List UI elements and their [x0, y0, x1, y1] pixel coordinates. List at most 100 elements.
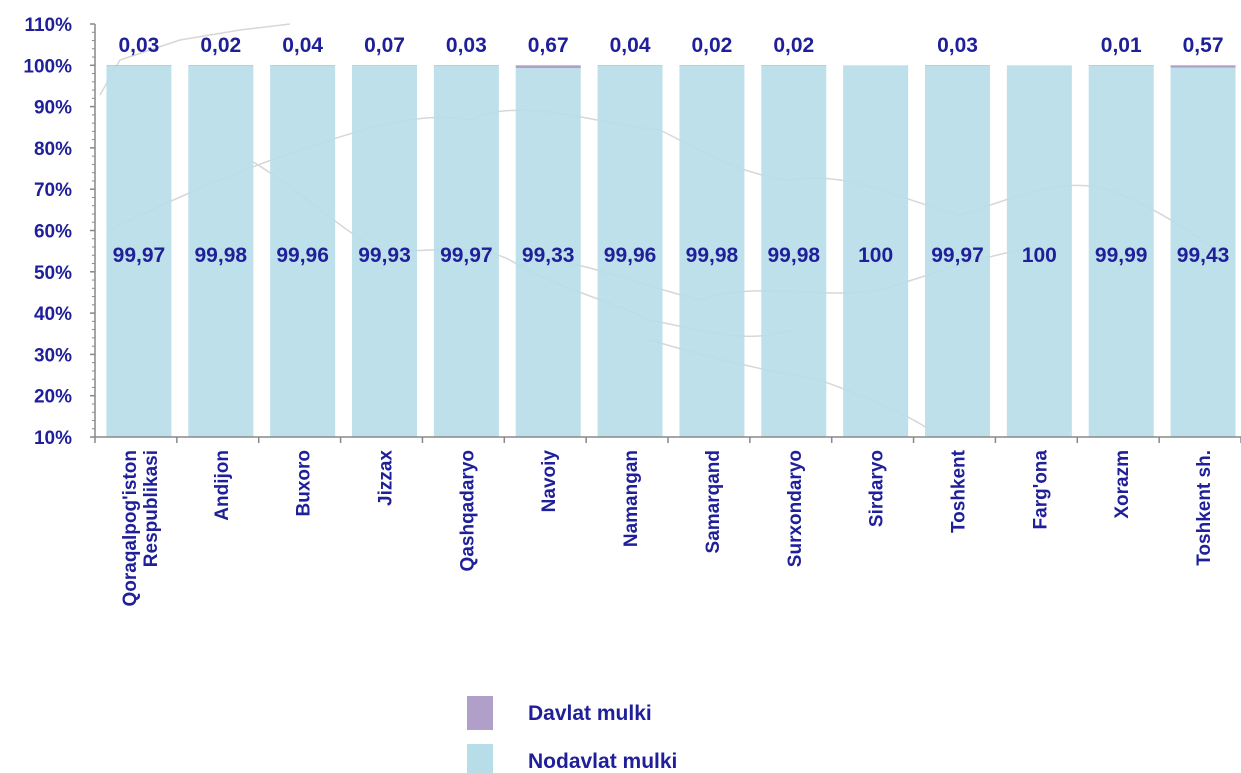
- bar-nodavlat: [761, 65, 827, 437]
- legend-label: Davlat mulki: [528, 702, 652, 725]
- bar-davlat: [925, 65, 990, 66]
- bar-davlat: [761, 65, 827, 66]
- value-label-davlat: 0,01: [1101, 34, 1142, 57]
- value-label-davlat: 0,67: [528, 34, 569, 57]
- category-label-text: Samarqand: [703, 450, 724, 553]
- value-label-davlat: 0,02: [691, 34, 732, 57]
- value-label-nodavlat: 99,97: [931, 244, 984, 267]
- category-labels: Qoraqalpog'iston Respublikasi Andijon Buxor…: [120, 449, 1215, 606]
- bar-davlat: [679, 65, 745, 66]
- category-label: Toshkent: [949, 449, 970, 533]
- value-label-nodavlat: 99,33: [522, 244, 575, 267]
- bar-davlat: [188, 65, 254, 66]
- value-label-davlat: 0,04: [610, 34, 651, 57]
- bar-nodavlat: [925, 65, 990, 438]
- category-label: Navoiy: [539, 450, 560, 513]
- bar-davlat: [433, 65, 499, 66]
- category-label: Buxoro: [294, 450, 315, 517]
- y-tick-label: 50%: [34, 263, 72, 284]
- category-label: Toshkent sh.: [1194, 450, 1215, 566]
- value-label-nodavlat: 99,93: [358, 244, 411, 267]
- value-label-davlat: 0,57: [1183, 34, 1224, 57]
- value-label-nodavlat: 99,97: [440, 244, 493, 267]
- bar-nodavlat: [106, 65, 172, 438]
- category-label: Farg'ona: [1030, 450, 1051, 530]
- category-label: Sirdaryo: [867, 450, 888, 527]
- category-label-text: Buxoro: [294, 450, 315, 517]
- bar-davlat: [270, 65, 336, 66]
- category-label: Xorazm: [1112, 450, 1133, 519]
- value-label-nodavlat: 99,98: [195, 244, 248, 267]
- bar-davlat: [106, 65, 172, 66]
- value-label-davlat: 0,03: [937, 34, 978, 57]
- value-label-nodavlat: 99,99: [1095, 244, 1148, 267]
- y-tick-label: 60%: [34, 222, 72, 243]
- bars-layer: [106, 65, 1236, 438]
- y-tick-label: 80%: [34, 139, 72, 160]
- bar-nodavlat: [352, 65, 417, 437]
- value-label-davlat: 0,02: [773, 34, 814, 57]
- value-label-nodavlat: 99,96: [604, 244, 657, 267]
- category-label-text: Andijon: [212, 450, 233, 521]
- category-label-text: Navoiy: [539, 450, 560, 513]
- category-label-text: Xorazm: [1112, 450, 1133, 519]
- bar-nodavlat: [597, 65, 663, 437]
- category-label-text: Namangan: [621, 450, 642, 547]
- category-label-text: Surxondaryo: [785, 450, 806, 567]
- category-label: Samarqand: [703, 450, 724, 553]
- y-tick-label: 10%: [34, 428, 72, 449]
- bar-nodavlat: [433, 65, 499, 438]
- category-label: Surxondaryo: [785, 450, 806, 567]
- bar-nodavlat: [1170, 67, 1236, 437]
- value-label-nodavlat: 99,97: [113, 244, 166, 267]
- legend: Davlat mulki Nodavlat mulki: [467, 696, 677, 773]
- category-label-text: Qoraqalpog'iston: [120, 450, 141, 607]
- category-label-text: Toshkent: [949, 449, 970, 533]
- bar-davlat: [597, 65, 663, 66]
- category-label: Qashqadaryo: [457, 450, 478, 571]
- bar-nodavlat: [1088, 65, 1154, 437]
- category-label-text: Jizzax: [376, 450, 397, 506]
- legend-swatch: [467, 744, 493, 773]
- y-tick-label: 90%: [34, 98, 72, 119]
- category-label: Andijon: [212, 450, 233, 521]
- bar-nodavlat: [843, 65, 909, 438]
- legend-label: Nodavlat mulki: [528, 750, 677, 773]
- bar-davlat: [1170, 65, 1236, 68]
- value-label-davlat: 0,04: [282, 34, 323, 57]
- bar-davlat: [352, 65, 417, 66]
- value-label-nodavlat: 99,98: [686, 244, 739, 267]
- value-label-davlat: 0,03: [446, 34, 487, 57]
- bar-nodavlat: [515, 68, 581, 437]
- category-label: Namangan: [621, 450, 642, 547]
- value-label-nodavlat: 100: [858, 244, 893, 267]
- bar-davlat: [515, 65, 581, 69]
- legend-swatch: [467, 696, 493, 730]
- value-label-davlat: 0,02: [200, 34, 241, 57]
- value-labels: 99,97 0,03 99,98 0,02 99,96 0,04 99,93 0,07 99,9…: [113, 34, 1230, 267]
- category-label-text: Sirdaryo: [867, 450, 888, 527]
- category-label-text: Toshkent sh.: [1194, 450, 1215, 566]
- category-label-text: Farg'ona: [1030, 450, 1051, 530]
- y-tick-label: 20%: [34, 387, 72, 408]
- bar-nodavlat: [188, 65, 254, 437]
- bar-davlat: [1088, 65, 1154, 66]
- category-label: Qoraqalpog'iston Respublikasi: [120, 450, 162, 607]
- value-label-davlat: 0,07: [364, 34, 405, 57]
- category-label-text: Respublikasi: [141, 450, 162, 567]
- y-tick-label: 110%: [24, 15, 72, 36]
- y-axis: 10% 20% 30% 40% 50% 60% 70% 80% 90% 100% 110%: [23, 15, 1241, 449]
- category-label: Jizzax: [376, 450, 397, 506]
- bar-nodavlat: [1006, 65, 1072, 438]
- bar-nodavlat: [270, 65, 336, 437]
- value-label-davlat: 0,03: [118, 34, 159, 57]
- value-label-nodavlat: 99,43: [1177, 244, 1230, 267]
- y-tick-label: 100%: [23, 56, 72, 77]
- y-tick-label: 40%: [34, 304, 72, 325]
- y-tick-label: 70%: [34, 180, 72, 201]
- y-tick-label: 30%: [34, 345, 72, 366]
- value-label-nodavlat: 99,98: [768, 244, 821, 267]
- category-label-text: Qashqadaryo: [457, 450, 478, 571]
